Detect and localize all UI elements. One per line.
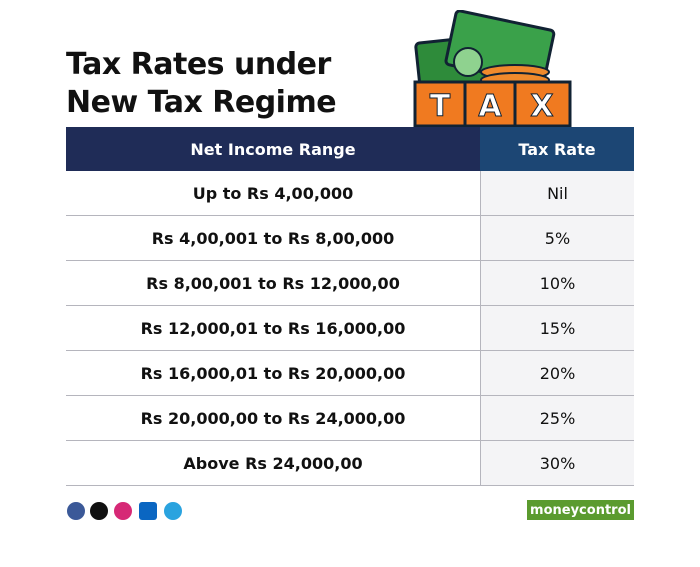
income-range: Rs 12,000,01 to Rs 16,000,00 (66, 306, 480, 351)
brand-logo: moneycontrol (527, 500, 634, 520)
income-range: Rs 20,000,00 to Rs 24,000,00 (66, 396, 480, 441)
tax-rate: 20% (480, 351, 634, 396)
income-range: Rs 16,000,01 to Rs 20,000,00 (66, 351, 480, 396)
income-range: Rs 8,00,001 to Rs 12,000,00 (66, 261, 480, 306)
social-icons (67, 502, 182, 520)
column-header: Tax Rate (480, 127, 634, 171)
tax-rate: 30% (480, 441, 634, 486)
tax-rate: 25% (480, 396, 634, 441)
tax-illustration: T A X (413, 10, 572, 128)
income-range: Up to Rs 4,00,000 (66, 171, 480, 216)
tax-rate: 5% (480, 216, 634, 261)
title-line: New Tax Regime (66, 85, 337, 120)
column-header: Net Income Range (66, 127, 480, 171)
tax-letter: X (530, 89, 553, 124)
title-line: Tax Rates under (66, 47, 331, 82)
tax-rate: 10% (480, 261, 634, 306)
income-range: Rs 4,00,001 to Rs 8,00,000 (66, 216, 480, 261)
tax-letter: T (430, 89, 451, 124)
tax-rate: Nil (480, 171, 634, 216)
tax-rate: 15% (480, 306, 634, 351)
income-range: Above Rs 24,000,00 (66, 441, 480, 486)
tax-letter: A (478, 89, 502, 124)
